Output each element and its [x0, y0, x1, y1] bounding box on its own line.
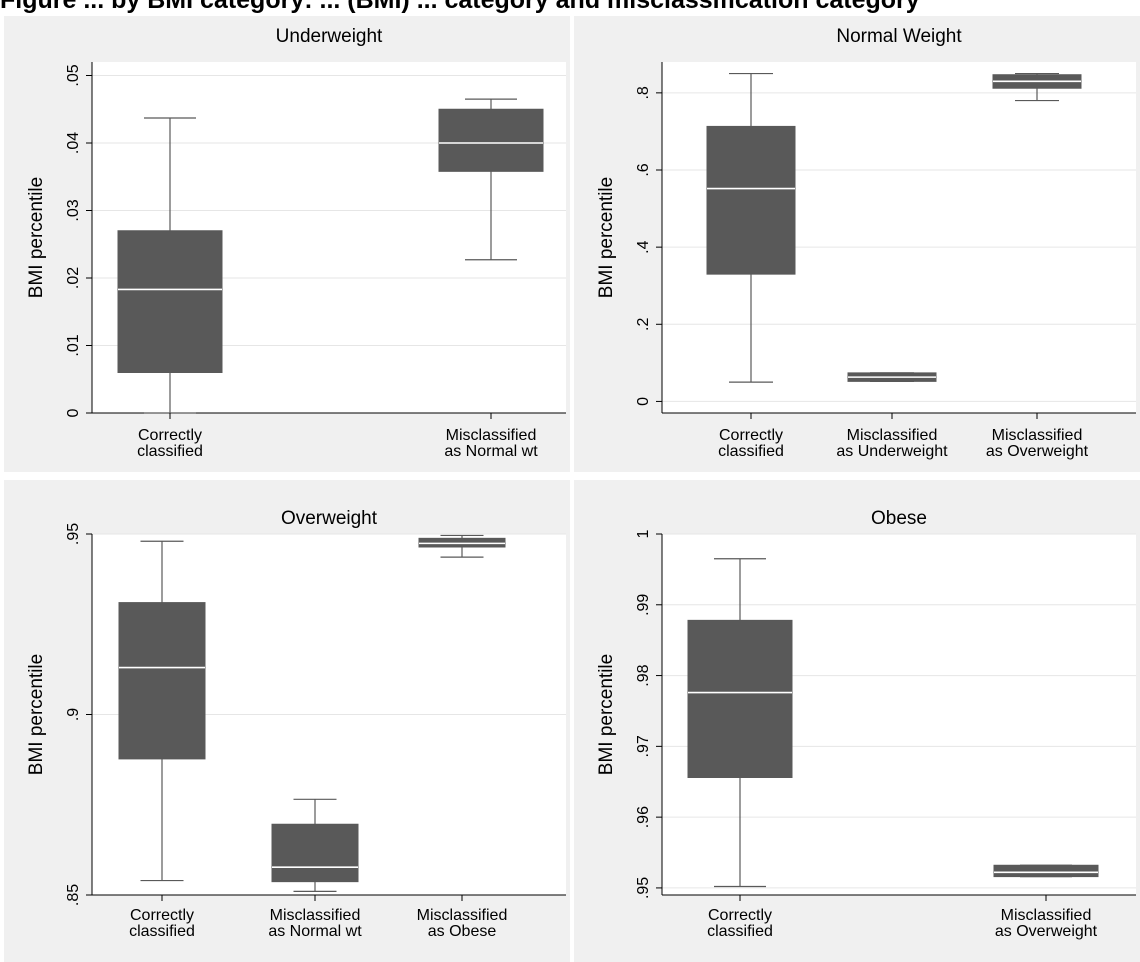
chart-panel-underweight: 0 .01 .02 .03 .04 .05 BMI percentile Underweigh…	[4, 16, 570, 472]
chart-svg: .85 .9 .95 BMI percentile Overweight Correctl…	[26, 508, 566, 940]
box-correctly-classified	[706, 72, 796, 383]
x-tick-label: Misclassified	[1001, 907, 1092, 924]
box-correctly-classified	[117, 117, 223, 414]
iqr-box	[706, 125, 796, 275]
y-tick-label: .03	[65, 199, 82, 221]
box-misclassified-as-underweight	[847, 372, 937, 382]
figure-caption-text: Figure ... by BMI category: ... (BMI) ..…	[0, 0, 920, 14]
chart-title: Obese	[871, 508, 927, 529]
x-tick-label: classified	[137, 443, 203, 460]
iqr-box	[438, 108, 544, 172]
x-tick-label: Correctly	[138, 427, 202, 444]
x-tick-label: Correctly	[130, 907, 194, 924]
iqr-box	[687, 619, 793, 778]
chart-title: Overweight	[281, 508, 378, 529]
x-tick-label: classified	[129, 923, 195, 940]
y-tick-label: .9	[65, 708, 82, 721]
y-axis-title: BMI percentile	[596, 177, 617, 298]
box-misclassified-as-overweight	[993, 864, 1099, 878]
x-tick-label: Misclassified	[270, 907, 361, 924]
y-tick-label: 0	[65, 408, 82, 417]
y-axis-title: BMI percentile	[596, 654, 617, 775]
x-tick-label: Misclassified	[847, 427, 938, 444]
y-tick-label: 1	[635, 529, 652, 538]
y-tick-label: .95	[635, 877, 652, 899]
x-tick-label: Misclassified	[417, 907, 508, 924]
chart-svg: 0 .2 .4 .6 .8 BMI percentile Normal Weight Corr…	[596, 26, 1136, 460]
x-tick-label: as Normal wt	[268, 923, 362, 940]
x-tick-label: classified	[718, 443, 784, 460]
chart-svg: .95 .96 .97 .98 .99 1 BMI percentile Obese Corre…	[596, 508, 1136, 940]
iqr-box	[118, 602, 206, 760]
chart-title: Underweight	[276, 26, 383, 47]
y-tick-label: .95	[65, 523, 82, 545]
y-tick-label: 0	[635, 397, 652, 406]
box-misclassified-as-overweight	[992, 72, 1082, 102]
x-tick-label: Misclassified	[992, 427, 1083, 444]
iqr-box	[117, 230, 223, 373]
y-tick-label: .04	[65, 132, 82, 154]
x-tick-label: as Overweight	[995, 923, 1098, 940]
x-tick-label: as Overweight	[986, 443, 1089, 460]
y-axis-title: BMI percentile	[26, 177, 47, 298]
box-correctly-classified	[687, 558, 793, 888]
x-tick-label: as Obese	[428, 923, 497, 940]
y-tick-label: .6	[635, 163, 652, 176]
chart-panel-overweight: .85 .9 .95 BMI percentile Overweight Correctl…	[4, 480, 570, 962]
iqr-box	[993, 864, 1099, 878]
y-tick-label: .02	[65, 267, 82, 289]
box-correctly-classified	[118, 540, 206, 882]
y-axis-title: BMI percentile	[26, 654, 47, 775]
y-tick-label: .05	[65, 64, 82, 86]
chart-panel-obese: .95 .96 .97 .98 .99 1 BMI percentile Obese Corre…	[574, 480, 1140, 962]
box-misclassified-as-normal-wt	[271, 798, 359, 892]
box-misclassified-as-obese	[418, 534, 506, 558]
x-tick-label: as Underweight	[836, 443, 948, 460]
y-tick-label: .8	[635, 86, 652, 99]
y-tick-label: .96	[635, 806, 652, 828]
x-tick-label: Correctly	[719, 427, 783, 444]
y-tick-label: .85	[65, 884, 82, 906]
y-tick-label: .97	[635, 735, 652, 757]
iqr-box	[271, 823, 359, 883]
y-tick-label: .4	[635, 240, 652, 253]
x-tick-label: as Normal wt	[444, 443, 538, 460]
chart-panel-normal-weight: 0 .2 .4 .6 .8 BMI percentile Normal Weight Corr…	[574, 16, 1140, 472]
y-tick-label: .99	[635, 594, 652, 616]
x-tick-label: Misclassified	[446, 427, 537, 444]
chart-title: Normal Weight	[836, 26, 962, 47]
y-tick-label: .98	[635, 664, 652, 686]
y-tick-label: .01	[65, 334, 82, 356]
x-tick-label: Correctly	[708, 907, 772, 924]
chart-svg: 0 .01 .02 .03 .04 .05 BMI percentile Underweigh…	[26, 26, 566, 460]
figure-caption-fragment: Figure ... by BMI category: ... (BMI) ..…	[0, 0, 1140, 14]
y-tick-label: .2	[635, 318, 652, 331]
x-tick-label: classified	[707, 923, 773, 940]
box-misclassified-as-normal-wt	[438, 98, 544, 261]
